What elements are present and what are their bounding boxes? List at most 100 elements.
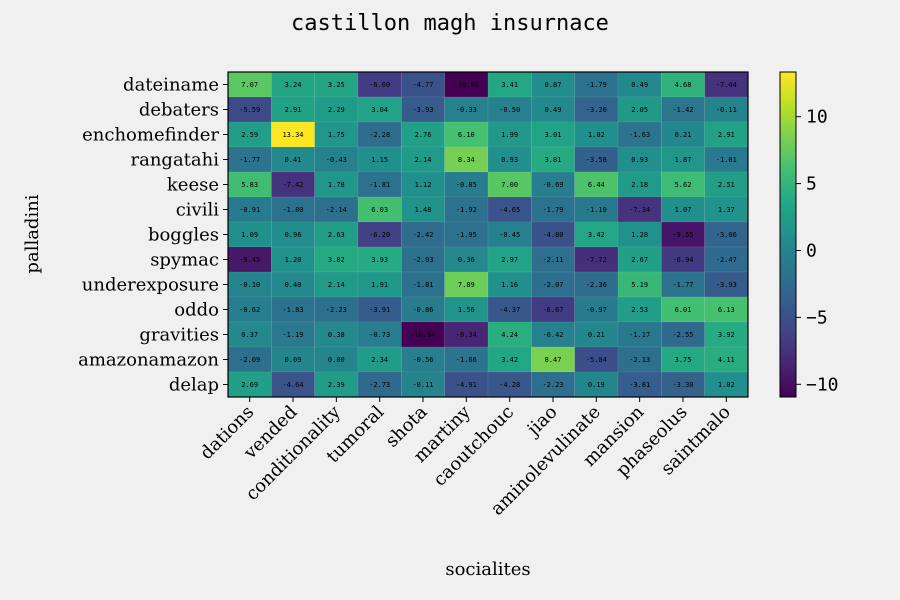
heatmap-cell (531, 371, 575, 398)
heatmap-cell (617, 321, 662, 348)
heatmap-cell (401, 221, 445, 248)
heatmap-cell (227, 196, 272, 223)
heatmap-cell (401, 121, 445, 148)
cell-value-label: 0.09 (285, 356, 302, 364)
y-tick-label: delap (169, 375, 219, 396)
heatmap-cell (271, 371, 315, 398)
cell-value-label: -3.93 (716, 281, 737, 289)
heatmap-cell (314, 171, 359, 198)
heatmap-cell (444, 146, 489, 173)
cell-value-label: -0.43 (326, 156, 347, 164)
heatmap-cell (357, 221, 402, 248)
heatmap-cell (487, 296, 532, 323)
cell-value-label: -4.77 (412, 81, 433, 89)
cell-value-label: -1.79 (586, 81, 607, 89)
cell-value-label: 7.89 (458, 281, 475, 289)
heatmap-cell (314, 371, 359, 398)
heatmap-cell (227, 246, 272, 273)
heatmap-cell (227, 221, 272, 248)
heatmap-cell (704, 271, 749, 298)
cell-value-label: 3.93 (371, 256, 388, 264)
colorbar-tick-label: −10 (806, 374, 839, 395)
cell-value-label: 2.69 (241, 381, 258, 389)
colorbar-ticks: 10 5 0 −5 −10 (796, 107, 839, 395)
heatmap-cell (704, 71, 749, 98)
cell-value-label: 1.56 (458, 306, 475, 314)
heatmap-cell (271, 271, 315, 298)
heatmap-cell (617, 221, 662, 248)
heatmap-cell (314, 246, 359, 273)
cell-value-label: 8.47 (545, 356, 562, 364)
cell-value-label: 6.03 (371, 206, 388, 214)
cell-value-label: 1.02 (718, 381, 735, 389)
heatmap-cell (357, 371, 402, 398)
cell-value-label: -2.09 (239, 356, 260, 364)
cell-value-label: 0.40 (285, 281, 302, 289)
heatmap-cell (271, 171, 315, 198)
cell-value-label: 0.96 (285, 231, 302, 239)
heatmap-cell (487, 371, 532, 398)
cell-value-label: -2.42 (412, 231, 433, 239)
cell-value-label: 1.75 (328, 131, 345, 139)
heatmap-cell (531, 296, 575, 323)
cell-value-label: 2.53 (631, 306, 648, 314)
cell-value-label: -4.64 (282, 381, 303, 389)
cell-value-label: 0.21 (588, 331, 605, 339)
cell-value-label: -3.20 (586, 106, 607, 114)
cell-value-label: -4.37 (499, 306, 520, 314)
cell-value-label: -0.73 (369, 331, 390, 339)
cell-value-label: -2.23 (542, 381, 563, 389)
heatmap-cell (227, 371, 272, 398)
cell-value-label: -0.56 (412, 356, 433, 364)
cell-value-label: 3.24 (285, 81, 302, 89)
cell-value-label: 1.12 (415, 181, 432, 189)
cell-value-label: -5.04 (586, 356, 607, 364)
cell-value-label: 1.78 (328, 181, 345, 189)
cell-value-label: 1.02 (588, 131, 605, 139)
heatmap-cells: 7.07 3.24 3.25 -6.60 -4.77 -10.95 3.41 0.87 -1.7… (227, 71, 749, 398)
cell-value-label: 2.14 (328, 281, 345, 289)
y-tick-label: civili (176, 200, 220, 221)
heatmap-cell (487, 246, 532, 273)
heatmap-cell (444, 346, 489, 373)
cell-value-label: 2.14 (415, 156, 432, 164)
cell-value-label: -1.01 (716, 156, 737, 164)
y-tick-label: oddo (174, 300, 219, 321)
cell-value-label: 3.42 (588, 231, 605, 239)
cell-value-label: -2.07 (542, 281, 563, 289)
y-tick-label: enchomefinder (82, 125, 219, 146)
cell-value-label: -4.65 (499, 206, 520, 214)
heatmap-cell (487, 171, 532, 198)
cell-value-label: 1.99 (501, 131, 518, 139)
cell-value-label: 2.76 (415, 131, 432, 139)
heatmap-cell (531, 146, 575, 173)
cell-value-label: 1.87 (675, 156, 692, 164)
cell-value-label: -7.72 (586, 256, 607, 264)
cell-value-label: -2.13 (629, 356, 650, 364)
heatmap-cell (661, 271, 705, 298)
cell-value-label: 0.19 (588, 381, 605, 389)
cell-value-label: -2.28 (369, 131, 390, 139)
heatmap-cell (227, 271, 272, 298)
heatmap-cell (617, 196, 662, 223)
heatmap-cell (487, 96, 532, 123)
cell-value-label: -2.23 (326, 306, 347, 314)
heatmap-cell (531, 96, 575, 123)
y-tick-label: debaters (139, 100, 219, 121)
heatmap-cell (574, 221, 619, 248)
cell-value-label: 2.63 (328, 231, 345, 239)
colorbar-tick-label: −5 (806, 307, 828, 328)
cell-value-label: 2.34 (371, 356, 388, 364)
cell-value-label: -2.73 (369, 381, 390, 389)
heatmap-cell (531, 321, 575, 348)
cell-value-label: -4.28 (499, 381, 520, 389)
cell-value-label: -1.81 (369, 181, 390, 189)
cell-value-label: 6.10 (458, 131, 475, 139)
heatmap-cell (357, 296, 402, 323)
heatmap-cell (444, 321, 489, 348)
cell-value-label: -1.77 (672, 281, 693, 289)
cell-value-label: -10.94 (410, 331, 435, 339)
heatmap-cell (617, 296, 662, 323)
cell-value-label: -1.63 (629, 131, 650, 139)
heatmap-cell (531, 271, 575, 298)
